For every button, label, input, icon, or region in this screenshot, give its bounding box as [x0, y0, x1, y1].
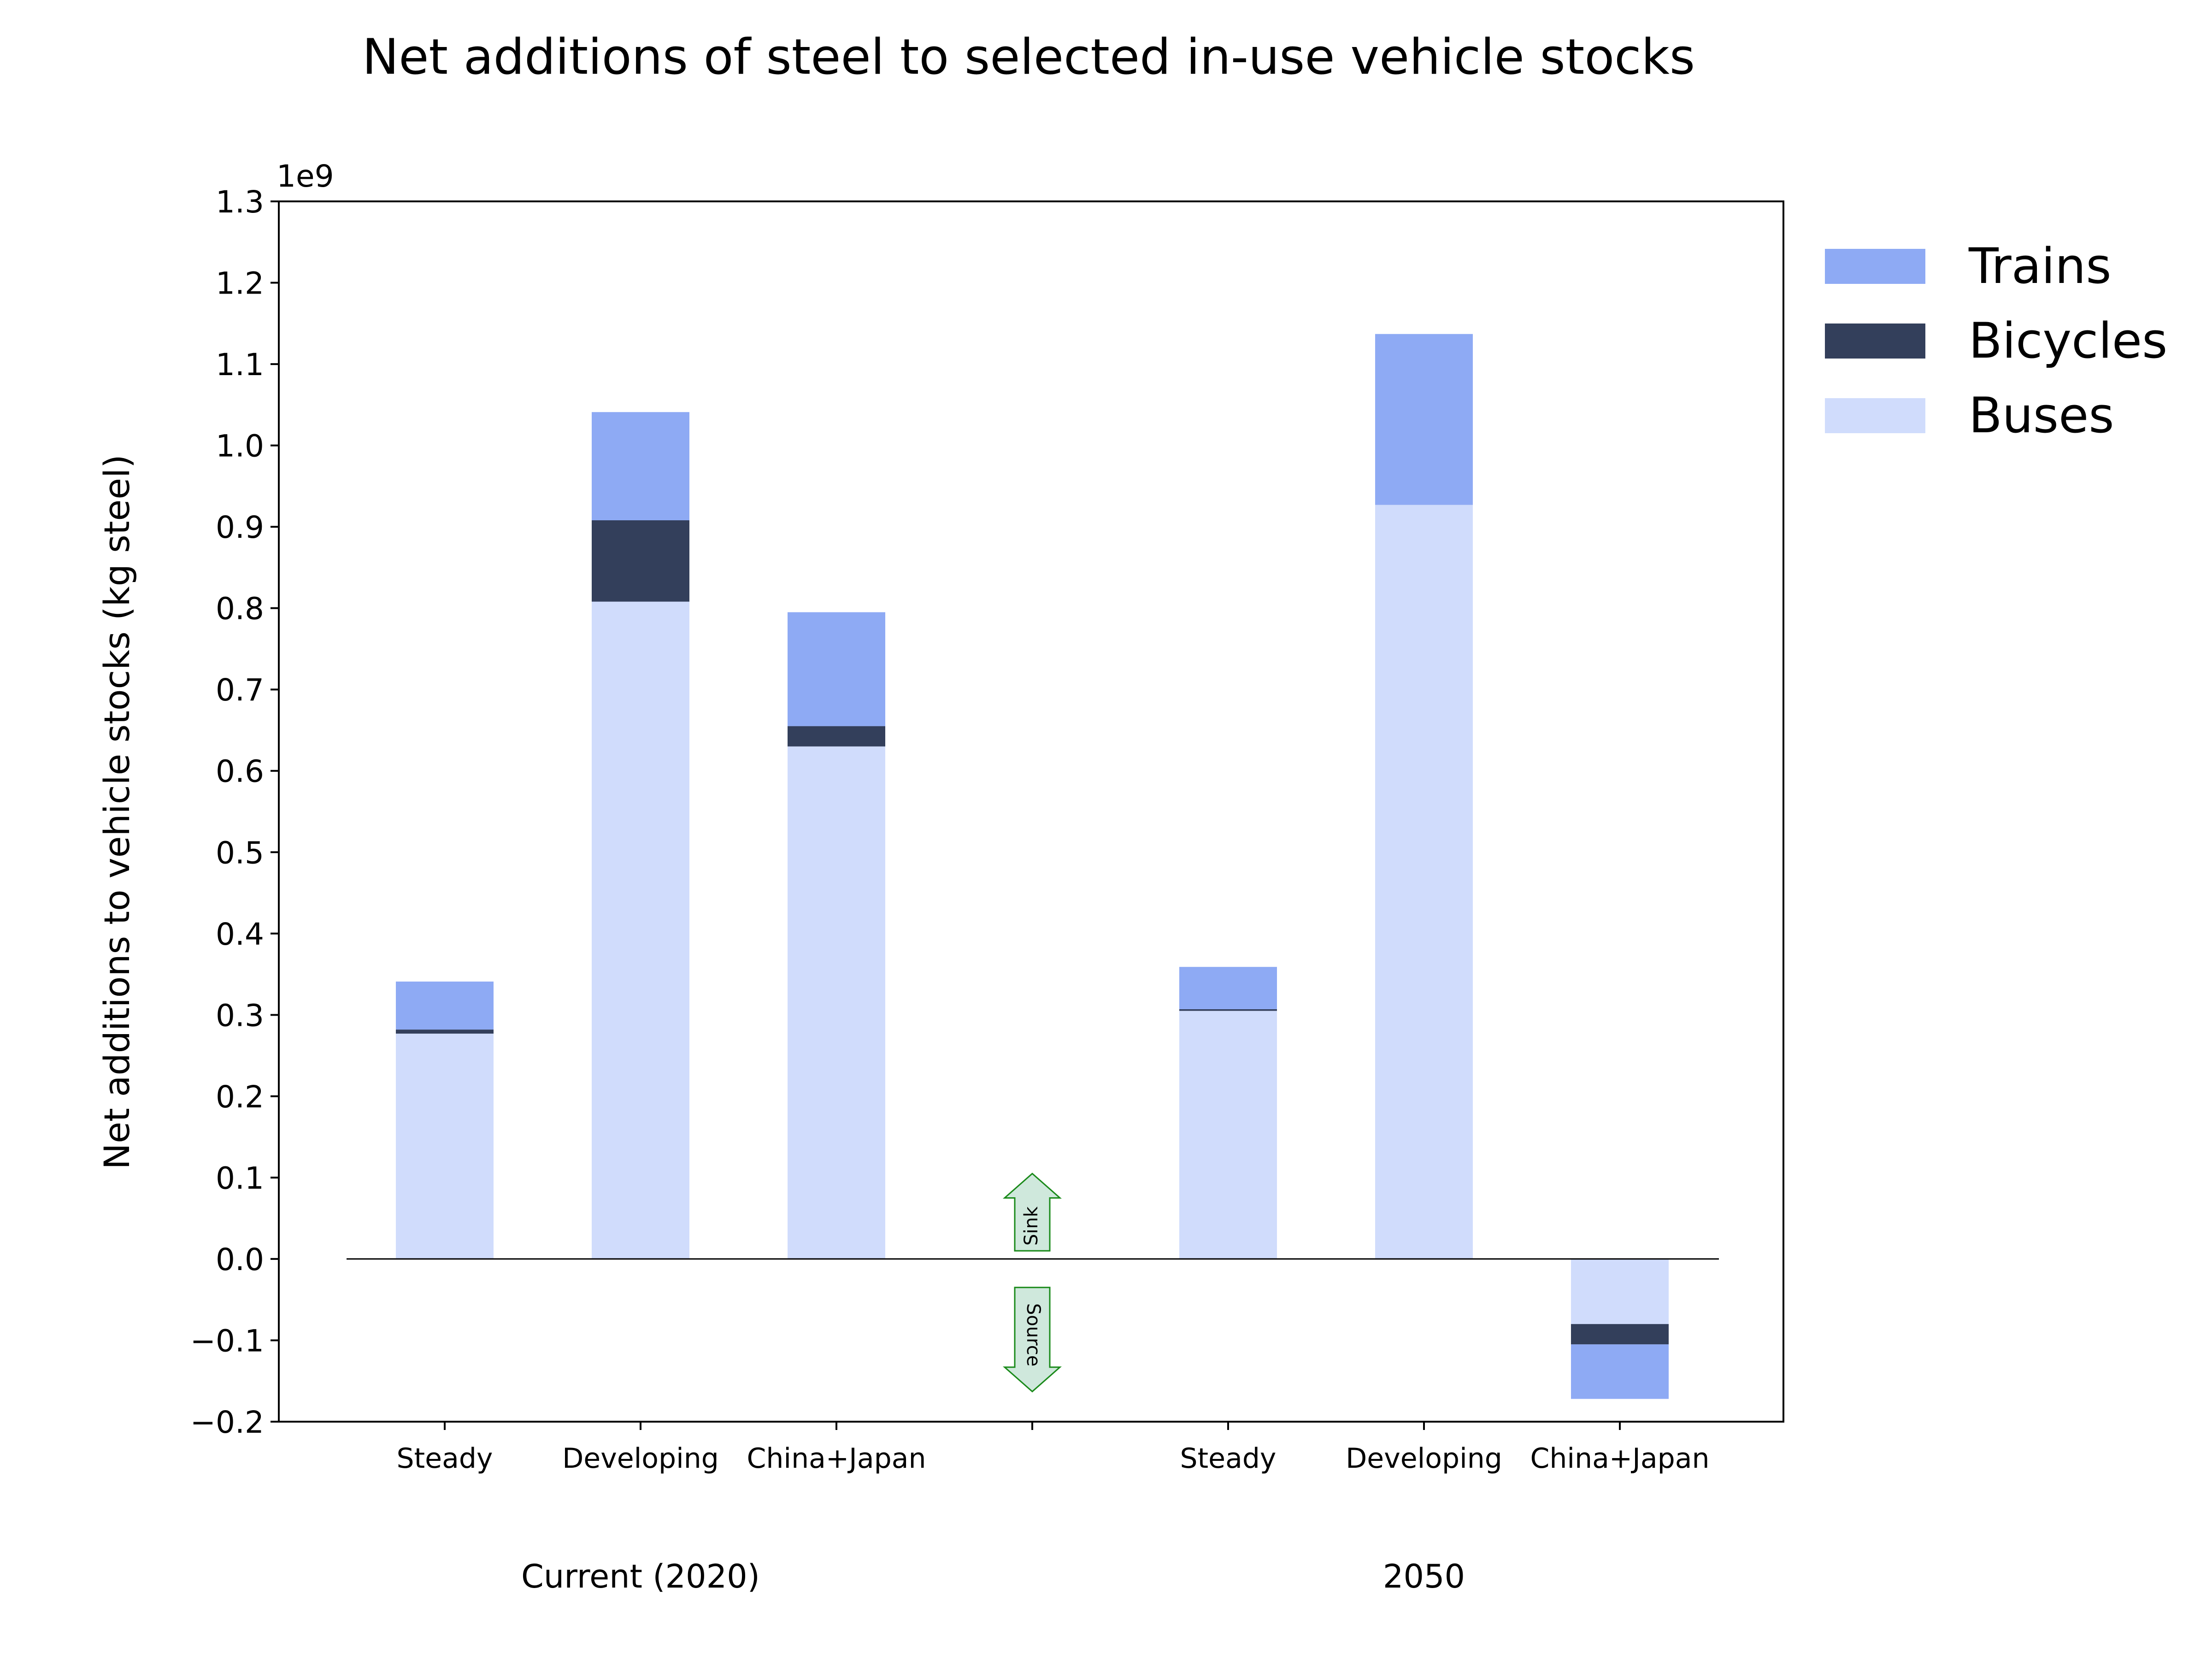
bar-trains-0 — [396, 981, 494, 1030]
y-offset-label: 1e9 — [276, 159, 334, 194]
y-tick-label: 1.2 — [216, 266, 264, 301]
y-tick-label: 0.1 — [216, 1160, 264, 1196]
y-axis-label: Net additions to vehicle stocks (kg stee… — [96, 454, 137, 1170]
bar-bicycles-0 — [396, 1030, 494, 1034]
group-label: 2050 — [1383, 1558, 1465, 1595]
group-label: Current (2020) — [521, 1558, 760, 1595]
bar-buses-0 — [396, 1033, 494, 1259]
legend-swatch-trains — [1825, 249, 1925, 284]
y-tick-label: −0.2 — [190, 1405, 264, 1440]
bar-trains-5 — [1375, 334, 1473, 505]
bar-buses-6 — [1571, 1259, 1669, 1324]
legend-label-trains: Trains — [1968, 238, 2112, 294]
bar-bicycles-1 — [592, 520, 689, 602]
y-tick-label: 0.9 — [216, 510, 264, 545]
bar-trains-2 — [788, 612, 885, 726]
sink-label: Sink — [1021, 1206, 1042, 1246]
y-tick-label: −0.1 — [190, 1323, 264, 1359]
bar-trains-6 — [1571, 1344, 1669, 1399]
y-tick-label: 0.4 — [216, 917, 264, 952]
bar-trains-1 — [592, 412, 689, 521]
bar-buses-1 — [592, 601, 689, 1259]
source-label: Source — [1023, 1303, 1044, 1366]
x-tick-label: China+Japan — [1530, 1442, 1709, 1475]
x-tick-label: Developing — [562, 1442, 719, 1475]
y-tick-label: 0.6 — [216, 754, 264, 789]
sink-arrow — [1003, 1172, 1062, 1252]
y-tick-label: 0.0 — [216, 1242, 264, 1277]
bar-buses-5 — [1375, 458, 1473, 1259]
y-tick-label: 1.3 — [216, 184, 264, 220]
bar-buses-4 — [1179, 1011, 1277, 1259]
bar-buses-2 — [788, 746, 885, 1259]
y-tick-label: 1.1 — [216, 347, 264, 382]
y-tick-label: 0.3 — [216, 998, 264, 1033]
source-arrow — [1003, 1287, 1062, 1393]
y-tick-label: 0.5 — [216, 835, 264, 871]
y-tick-label: 0.7 — [216, 672, 264, 708]
bar-bicycles-4 — [1179, 1009, 1277, 1011]
y-tick-label: 0.2 — [216, 1079, 264, 1115]
x-tick-label: Developing — [1346, 1442, 1502, 1475]
chart-title: Net additions of steel to selected in-us… — [362, 29, 1695, 85]
plot-frame — [278, 200, 1784, 1423]
x-tick-label: Steady — [397, 1442, 493, 1475]
legend-label-buses: Buses — [1969, 387, 2114, 444]
x-tick-label: Steady — [1180, 1442, 1277, 1475]
bar-trains-4 — [1179, 967, 1277, 1009]
x-tick-label: China+Japan — [747, 1442, 926, 1475]
legend-label-bicycles: Bicycles — [1969, 312, 2167, 369]
plot-area: −0.2 −0.1 0.0 0.1 0.2 0.3 0.4 0.5 0.6 0.7 0.8 0.9 1.… — [190, 184, 1784, 1595]
bar-bicycles-2 — [788, 726, 885, 747]
legend-swatch-buses — [1825, 398, 1925, 433]
y-tick-label: 1.0 — [216, 429, 264, 464]
legend: Trains Bicycles Buses — [1825, 238, 2167, 444]
legend-swatch-bicycles — [1825, 324, 1925, 359]
bar-bicycles-6 — [1571, 1324, 1669, 1345]
y-tick-label: 0.8 — [216, 591, 264, 627]
